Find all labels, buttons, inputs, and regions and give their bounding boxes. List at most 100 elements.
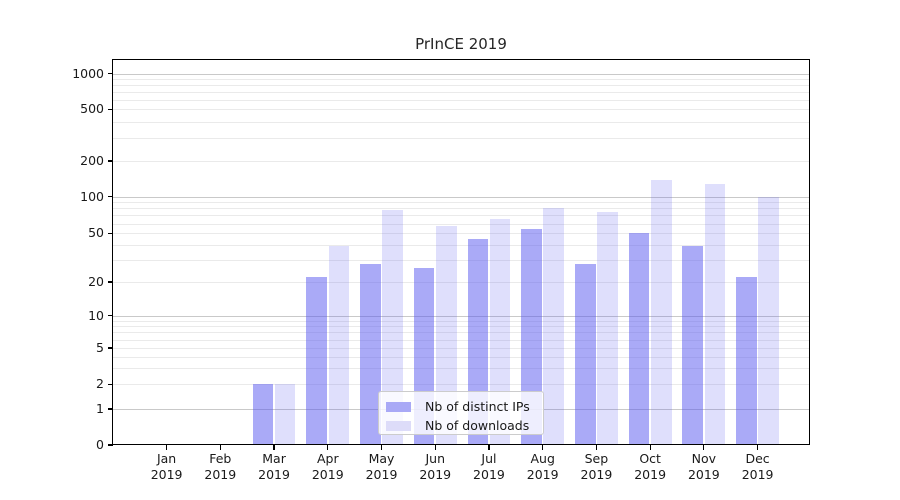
y-tick: [107, 315, 113, 317]
minor-gridline: [113, 121, 809, 123]
minor-gridline: [113, 233, 809, 235]
x-tick: [219, 445, 221, 450]
legend-swatch-ips: [386, 401, 411, 412]
minor-gridline: [113, 339, 809, 341]
legend: Nb of distinct IPs Nb of downloads: [378, 391, 544, 435]
x-tick-label: Jun 2019: [419, 451, 452, 482]
minor-gridline: [113, 109, 809, 111]
minor-gridline: [113, 282, 809, 283]
minor-gridline: [113, 99, 809, 101]
y-tick-label: 200: [80, 153, 104, 168]
y-tick: [107, 160, 113, 162]
y-tick-label: 1: [96, 401, 104, 416]
minor-gridline: [113, 92, 809, 94]
y-tick: [107, 108, 113, 110]
x-tick: [434, 445, 436, 450]
x-tick-label: Mar 2019: [258, 451, 290, 482]
x-tick-label: Oct 2019: [634, 451, 667, 482]
legend-swatch-downloads: [386, 420, 411, 431]
minor-gridline: [113, 161, 809, 162]
bar-downloads-jul: [489, 218, 511, 444]
minor-gridline: [113, 208, 809, 210]
minor-gridline: [113, 138, 809, 140]
bar-downloads-mar: [274, 384, 296, 444]
y-tick-label: 500: [80, 101, 104, 117]
bar-downloads-aug: [543, 208, 565, 444]
x-tick: [327, 445, 329, 450]
y-tick: [107, 383, 113, 385]
y-tick-label: 100: [80, 188, 104, 204]
legend-item-downloads: Nb of downloads: [379, 416, 543, 435]
minor-gridline: [113, 332, 809, 334]
bar-downloads-may: [382, 210, 403, 444]
x-tick-label: May 2019: [365, 451, 398, 482]
x-tick-label: Jan 2019: [150, 451, 183, 482]
bar-ips-sep: [575, 264, 596, 444]
x-tick: [595, 445, 597, 450]
x-tick-label: Dec 2019: [741, 451, 774, 482]
minor-gridline: [113, 202, 809, 204]
bar-ips-apr: [306, 276, 327, 444]
bar-downloads-oct: [650, 180, 672, 444]
minor-gridline: [113, 356, 809, 358]
bar-downloads-dec: [758, 196, 779, 444]
x-tick-label: Feb 2019: [204, 451, 237, 482]
bar-ips-nov: [682, 246, 704, 444]
minor-gridline: [113, 223, 809, 225]
x-tick-label: Aug 2019: [526, 451, 559, 482]
legend-label-ips: Nb of distinct IPs: [425, 399, 530, 414]
minor-gridline: [113, 79, 809, 81]
minor-gridline: [113, 320, 809, 322]
minor-gridline: [113, 260, 809, 262]
y-tick-label: 5: [96, 340, 104, 355]
bar-downloads-sep: [597, 211, 618, 444]
x-tick: [273, 445, 275, 450]
y-tick-label: 1000: [72, 65, 104, 81]
y-tick-label: 20: [88, 274, 104, 289]
chart-title: PrInCE 2019: [415, 35, 507, 53]
y-tick: [107, 195, 113, 198]
x-tick: [649, 445, 651, 450]
y-tick-label: 2: [96, 376, 104, 392]
x-tick-label: Jul 2019: [473, 451, 505, 482]
bar-downloads-nov: [704, 183, 726, 444]
bar-downloads-apr: [328, 246, 350, 444]
y-tick: [107, 444, 113, 446]
x-tick-label: Sep 2019: [580, 451, 613, 482]
bar-ips-dec: [736, 276, 757, 444]
bar-ips-may: [360, 264, 381, 444]
x-tick: [703, 445, 705, 450]
x-tick: [542, 445, 544, 450]
x-tick: [166, 445, 168, 450]
minor-gridline: [113, 368, 809, 370]
y-tick-label: 50: [88, 225, 104, 241]
legend-label-downloads: Nb of downloads: [425, 418, 530, 433]
y-tick-label: 10: [88, 307, 104, 323]
major-gridline: [113, 196, 809, 198]
legend-item-ips: Nb of distinct IPs: [379, 397, 543, 416]
bar-ips-mar: [252, 384, 274, 444]
minor-gridline: [113, 326, 809, 328]
bar-downloads-jun: [436, 226, 457, 444]
plot-area: [112, 59, 810, 445]
y-tick: [107, 73, 113, 75]
major-gridline: [113, 73, 809, 75]
major-gridline: [113, 315, 809, 317]
bar-ips-aug: [521, 229, 542, 444]
minor-gridline: [113, 85, 809, 87]
y-tick: [107, 408, 113, 410]
y-tick-label: 0: [96, 437, 104, 452]
minor-gridline: [113, 215, 809, 217]
bar-ips-oct: [628, 233, 650, 444]
y-tick: [107, 232, 113, 234]
x-tick: [488, 445, 490, 450]
y-tick: [107, 347, 113, 349]
x-tick-label: Nov 2019: [687, 451, 720, 482]
y-tick: [107, 281, 113, 283]
minor-gridline: [113, 348, 809, 349]
minor-gridline: [113, 384, 809, 386]
x-tick-label: Apr 2019: [311, 451, 344, 482]
x-tick: [380, 445, 383, 450]
x-tick: [756, 445, 759, 450]
